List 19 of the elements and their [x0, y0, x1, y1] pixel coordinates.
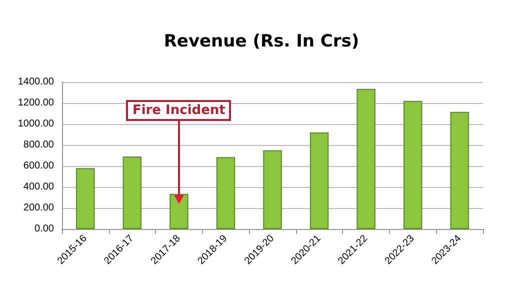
bar: [170, 194, 188, 229]
y-tick-label: 600.00: [23, 160, 54, 172]
y-tick-label: 200.00: [23, 202, 54, 214]
bar: [122, 156, 142, 229]
y-tick-label: 1000.00: [18, 118, 54, 130]
y-tick-label: 1200.00: [18, 98, 54, 108]
bar: [450, 112, 469, 229]
bar: [310, 132, 329, 229]
bar: [216, 157, 236, 229]
annotation: Fire Incident: [126, 100, 232, 121]
bar: [356, 88, 376, 229]
bar: [263, 150, 282, 229]
y-tick-label: 0.00: [34, 224, 54, 234]
bar: [403, 100, 422, 229]
y-tick-label: 1400.00: [18, 76, 54, 88]
y-tick-label: 800.00: [23, 140, 54, 150]
chart-title: Revenue (Rs. In Crs): [164, 32, 360, 52]
y-tick-label: 400.00: [23, 182, 54, 192]
bar: [76, 168, 95, 229]
